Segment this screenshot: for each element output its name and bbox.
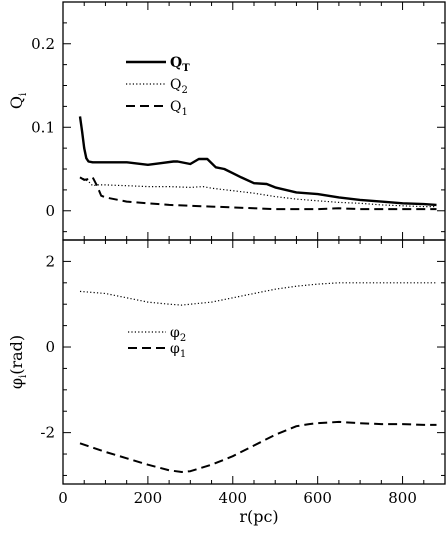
legend-label-2: Q2 bbox=[170, 77, 188, 96]
y-tick-label: 2 bbox=[45, 252, 55, 270]
y-tick-label: 0.1 bbox=[31, 118, 55, 136]
legend-label-1: Q1 bbox=[170, 99, 188, 118]
x-tick-label: 0 bbox=[58, 489, 68, 507]
x-tick-label: 600 bbox=[303, 489, 332, 507]
series-line-2 bbox=[79, 282, 437, 306]
legend-label-2: φ2 bbox=[170, 325, 186, 344]
legend-label-T: QT bbox=[170, 55, 190, 74]
x-tick-label: 400 bbox=[218, 489, 247, 507]
series-line-T bbox=[78, 116, 437, 207]
x-tick-label: 200 bbox=[134, 489, 163, 507]
y-axis-label: Qi bbox=[7, 93, 29, 109]
legend-label-1: φ1 bbox=[170, 341, 186, 360]
plot-frame-bottom bbox=[62, 239, 446, 485]
series-line-1 bbox=[79, 420, 437, 473]
y-tick-label: 0 bbox=[45, 202, 55, 220]
x-tick-label: 800 bbox=[388, 489, 417, 507]
y-tick-label: 0 bbox=[45, 338, 55, 356]
y-axis-label: φi(rad) bbox=[7, 335, 29, 389]
y-tick-label: 0.2 bbox=[31, 35, 55, 53]
y-tick-label: -2 bbox=[40, 424, 55, 442]
top-panel: 0 0.1 0.2 Qi QT Q2 Q1 bbox=[7, 1, 446, 241]
plot-frame-top bbox=[62, 1, 446, 241]
series-line-1 bbox=[79, 176, 437, 211]
x-axis-label: r(pc) bbox=[239, 507, 278, 526]
